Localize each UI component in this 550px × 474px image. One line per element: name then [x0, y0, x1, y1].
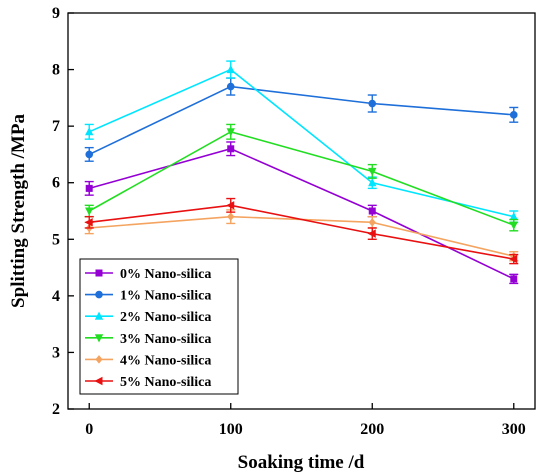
legend-marker: [95, 269, 103, 277]
legend-marker: [95, 290, 103, 299]
data-point: [368, 178, 377, 187]
series-line: [88, 68, 514, 218]
legend-label: 2% Nano-silica: [120, 310, 211, 325]
legend-marker: [94, 311, 104, 320]
legend-item: 4% Nano-silica: [85, 353, 211, 368]
legend-item: 0% Nano-silica: [85, 267, 211, 282]
legend-label: 4% Nano-silica: [120, 353, 211, 368]
data-point: [227, 212, 235, 221]
series-0: [84, 141, 519, 285]
series-2: [84, 60, 519, 224]
legend-item: 1% Nano-silica: [85, 289, 211, 304]
y-tick-label: 5: [52, 231, 60, 248]
series-line: [88, 85, 514, 156]
data-point: [510, 275, 518, 283]
series-layer: [84, 60, 519, 285]
series-line: [89, 147, 515, 280]
data-point: [367, 229, 376, 238]
x-axis-title: Soaking time /d: [238, 452, 365, 473]
legend-marker: [94, 376, 103, 386]
y-axis-title: Splitting Strength /MPa: [8, 114, 29, 308]
axis-ticks: 2 3 4 5 6 7 8 9 0 100 200 300: [52, 5, 526, 438]
y-tick-label: 8: [52, 62, 60, 79]
y-tick-label: 3: [52, 344, 60, 361]
legend-label: 1% Nano-silica: [120, 289, 211, 304]
data-point: [85, 184, 93, 192]
legend: 0% Nano-silica 1% Nano-silica 2% Nano-sili…: [79, 258, 239, 395]
legend-box: [79, 258, 239, 395]
y-tick-label: 2: [52, 401, 60, 418]
y-tick-label: 6: [52, 175, 60, 192]
series-line: [89, 204, 514, 260]
data-point: [226, 64, 235, 74]
data-point: [509, 221, 518, 230]
data-point: [84, 218, 93, 227]
y-tick-label: 9: [52, 5, 60, 22]
legend-marker: [94, 334, 104, 343]
data-point: [368, 218, 376, 227]
y-tick-label: 7: [52, 118, 60, 135]
data-point: [368, 167, 377, 177]
plot-frame: [67, 12, 536, 410]
data-point: [226, 201, 235, 210]
data-point: [227, 145, 235, 153]
series-4: [84, 209, 519, 262]
data-point: [509, 254, 518, 264]
legend-label: 5% Nano-silica: [120, 375, 211, 390]
x-tick-label: 0: [85, 421, 93, 438]
data-point: [509, 111, 518, 119]
data-point: [85, 207, 94, 216]
y-tick-label: 4: [52, 288, 60, 305]
legend-label: 3% Nano-silica: [120, 332, 211, 347]
series-1: [84, 77, 519, 162]
data-point: [226, 128, 235, 137]
series-line: [89, 215, 514, 258]
legend-item: 3% Nano-silica: [85, 332, 211, 347]
data-point: [226, 82, 235, 91]
x-tick-label: 200: [360, 421, 384, 438]
legend-item: 2% Nano-silica: [85, 310, 211, 325]
x-tick-label: 100: [219, 421, 243, 438]
data-point: [85, 127, 94, 136]
data-point: [368, 207, 376, 215]
legend-marker: [95, 355, 103, 364]
series-line: [88, 130, 515, 226]
x-tick-label: 300: [502, 421, 526, 438]
legend-item: 5% Nano-silica: [85, 375, 211, 390]
series-5: [84, 197, 519, 265]
data-point: [368, 99, 377, 108]
data-point: [85, 150, 94, 159]
legend-label: 0% Nano-silica: [120, 267, 211, 282]
